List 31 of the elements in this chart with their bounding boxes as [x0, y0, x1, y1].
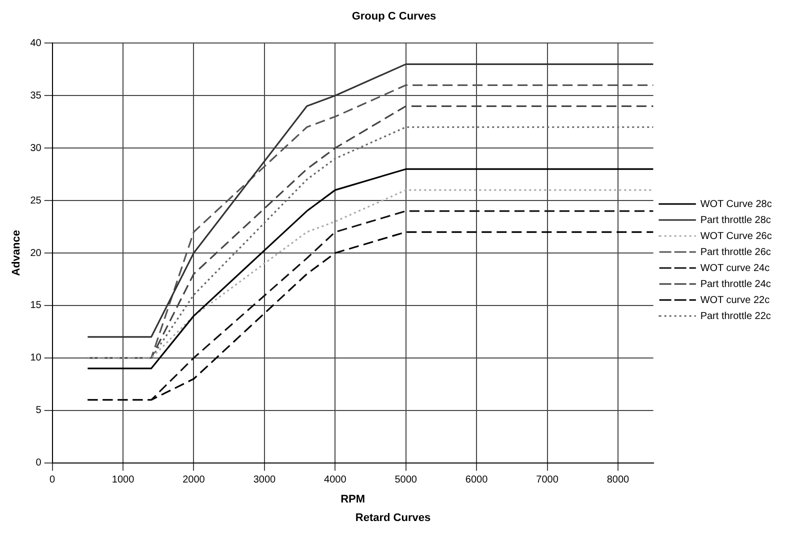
- x-tick-label: 3000: [253, 474, 276, 486]
- legend-label: WOT curve 22c: [700, 294, 770, 306]
- y-tick-label: 0: [36, 458, 42, 469]
- legend-label: WOT Curve 26c: [700, 230, 772, 242]
- x-tick-label: 6000: [465, 474, 488, 486]
- y-tick-label: 20: [30, 248, 42, 259]
- y-tick-label: 40: [30, 38, 42, 49]
- y-tick-label: 5: [36, 405, 42, 416]
- chart-title: Group C Curves: [352, 10, 436, 23]
- x-tick-label: 2000: [182, 474, 206, 486]
- y-tick-label: 35: [30, 90, 42, 102]
- y-tick-label: 30: [30, 142, 42, 154]
- y-tick-label: 10: [30, 352, 42, 364]
- legend-label: Part throttle 24c: [700, 278, 771, 290]
- y-axis-title: Advance: [10, 230, 23, 276]
- legend-label: Part throttle 22c: [700, 310, 771, 322]
- text: Retard Curves: [354, 512, 432, 524]
- legend-label: WOT Curve 28c: [700, 198, 772, 210]
- line-series: [86, 189, 654, 359]
- legend-label: Part throttle 26c: [700, 246, 771, 258]
- x-tick-label: 1000: [112, 474, 135, 486]
- x-tick-label: 4000: [324, 474, 347, 486]
- x-tick-label: 7000: [536, 474, 559, 486]
- y-tick-label: 15: [30, 300, 42, 312]
- y-tick-label: 25: [30, 195, 42, 206]
- x-axis-title: RPM: [340, 493, 366, 506]
- x-tick-label: 5000: [394, 474, 418, 486]
- x-tick-label: 8000: [606, 474, 630, 486]
- x-tick-label: 0: [50, 474, 56, 486]
- legend-label: Part throttle 28c: [700, 214, 771, 226]
- legend-label: WOT curve 24c: [700, 262, 770, 274]
